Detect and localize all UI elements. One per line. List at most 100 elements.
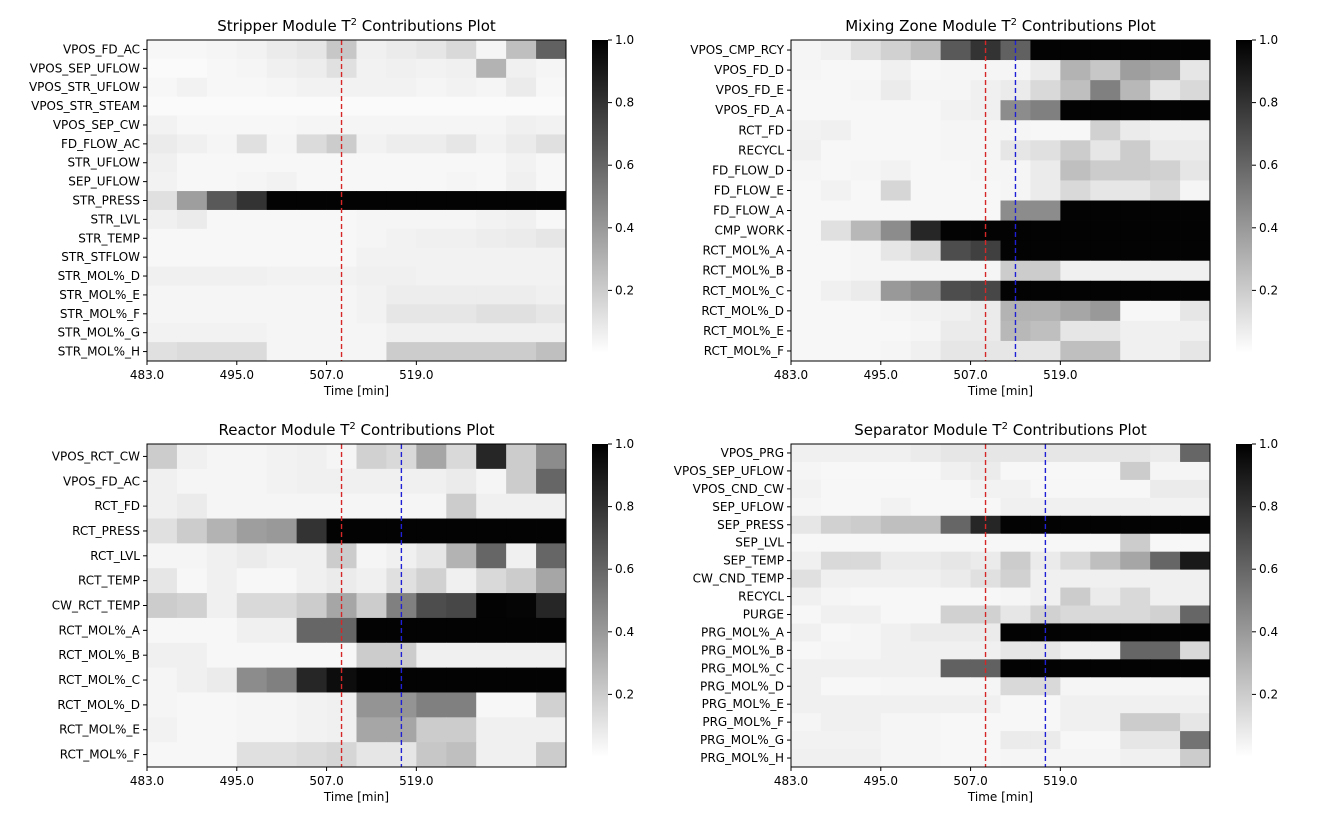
heatmap-cell: [910, 340, 942, 362]
heatmap-cell: [910, 659, 942, 678]
heatmap-cell: [476, 593, 507, 619]
row-label: STR_MOL%_D: [58, 269, 140, 283]
heatmap-cell: [476, 342, 507, 362]
heatmap-cell: [791, 659, 822, 678]
heatmap-cell: [791, 731, 822, 750]
heatmap-cell: [1120, 569, 1151, 588]
heatmap-cell: [1090, 623, 1121, 642]
colorbar-tick-label: 0.4: [1259, 625, 1278, 639]
heatmap-cell: [536, 692, 567, 718]
heatmap-cell: [970, 713, 1001, 732]
row-label: VPOS_STR_UFLOW: [29, 80, 140, 94]
heatmap-cell: [386, 285, 417, 305]
heatmap-cell: [356, 493, 387, 519]
row-label: VPOS_CMP_RCY: [690, 43, 784, 57]
heatmap-cell: [476, 191, 507, 211]
heatmap-cell: [880, 140, 912, 161]
heatmap-cell: [1060, 713, 1091, 732]
heatmap-cell: [236, 717, 268, 743]
heatmap-cell: [791, 479, 822, 499]
heatmap-cell: [820, 160, 852, 181]
heatmap-cell: [446, 323, 477, 343]
heatmap-cell: [850, 605, 882, 624]
heatmap-cell: [1090, 160, 1121, 181]
heatmap-cell: [1150, 677, 1181, 696]
heatmap-cell: [416, 40, 447, 60]
heatmap-cell: [1120, 140, 1151, 161]
plot-title: Mixing Zone Module T2 Contributions Plot: [845, 17, 1156, 35]
heatmap-cell: [266, 568, 298, 594]
heatmap-cell: [850, 240, 882, 262]
heatmap-cell: [176, 115, 208, 135]
colorbar: [592, 40, 608, 353]
heatmap-cell: [970, 60, 1001, 81]
heatmap-cell: [386, 304, 417, 324]
heatmap-cell: [506, 153, 537, 173]
heatmap-cell: [386, 77, 417, 98]
heatmap-cell: [206, 742, 238, 768]
row-label: RECYCL: [738, 590, 784, 604]
heatmap-cell: [536, 115, 567, 135]
colorbar-tick-label: 0.2: [615, 687, 634, 701]
heatmap-cell: [1000, 260, 1031, 282]
heatmap-cell: [880, 320, 912, 342]
heatmap-cell: [386, 209, 417, 230]
heatmap-cell: [296, 642, 327, 669]
heatmap-cell: [880, 587, 912, 606]
heatmap-cell: [1150, 320, 1181, 342]
heatmap-cell: [1060, 731, 1091, 750]
heatmap-cell: [446, 717, 477, 743]
heatmap-cell: [1120, 300, 1151, 322]
heatmap-cell: [940, 461, 971, 481]
heatmap-cell: [386, 172, 417, 192]
heatmap-cell: [880, 240, 912, 262]
heatmap-cell: [1060, 240, 1091, 262]
heatmap-cell: [1000, 479, 1031, 499]
heatmap-cell: [791, 80, 822, 101]
heatmap-cell: [506, 77, 537, 98]
heatmap-cell: [296, 692, 327, 718]
heatmap-cell: [176, 228, 208, 249]
heatmap-cell: [236, 543, 268, 569]
heatmap-cell: [1120, 659, 1151, 678]
heatmap-cell: [880, 300, 912, 322]
heatmap-cell: [506, 172, 537, 192]
heatmap-cell: [176, 96, 208, 116]
heatmap-cell: [476, 717, 507, 743]
heatmap-panel-1: Stripper Module T2 Contributions Plot VPO…: [29, 17, 634, 398]
heatmap-cell: [476, 667, 507, 693]
heatmap-cell: [147, 667, 178, 693]
heatmap-cell: [791, 240, 822, 262]
heatmap-cell: [1150, 40, 1181, 61]
heatmap-cell: [970, 641, 1001, 660]
heatmap-cell: [820, 587, 852, 606]
heatmap-cell: [1060, 605, 1091, 624]
heatmap-cell: [416, 172, 447, 192]
heatmap-cell: [386, 247, 417, 267]
heatmap-cell: [1180, 605, 1211, 624]
row-label: SEP_UFLOW: [712, 500, 784, 514]
colorbar-tick-label: 1.0: [1259, 33, 1278, 47]
heatmap-cell: [236, 209, 268, 230]
heatmap-cell: [356, 96, 387, 116]
heatmap-cell: [940, 497, 971, 517]
heatmap-cell: [147, 209, 178, 230]
x-tick-label: 519.0: [1043, 774, 1077, 788]
heatmap-cell: [326, 342, 357, 362]
heatmap-cell: [236, 134, 268, 154]
heatmap-cell: [1150, 569, 1181, 588]
heatmap-cell: [820, 80, 852, 101]
heatmap-cell: [1030, 220, 1061, 242]
heatmap-cell: [1030, 140, 1061, 161]
heatmap-panel-2: Mixing Zone Module T2 Contributions Plot…: [690, 17, 1278, 398]
heatmap-cell: [1150, 587, 1181, 606]
heatmap-cell: [1060, 80, 1091, 101]
heatmap-cell: [1090, 677, 1121, 696]
heatmap-cell: [356, 247, 387, 267]
heatmap-cell: [296, 468, 327, 495]
heatmap-cell: [206, 518, 238, 544]
heatmap-cell: [850, 533, 882, 553]
row-label: PURGE: [743, 607, 784, 621]
heatmap-cell: [356, 742, 387, 768]
heatmap-cell: [1180, 140, 1211, 161]
